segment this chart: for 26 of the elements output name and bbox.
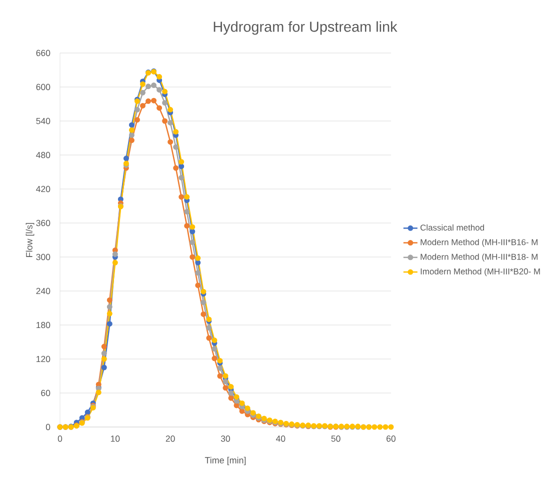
legend-label: Imodern Method (MH-III*B20- M bbox=[420, 268, 540, 276]
chart-title: Hydrogram for Upstream link bbox=[214, 21, 398, 35]
x-tick-label: 20 bbox=[166, 436, 175, 442]
y-tick-label: 120 bbox=[36, 356, 50, 362]
y-tick-label: 180 bbox=[36, 322, 50, 328]
y-tick-label: 660 bbox=[36, 50, 50, 56]
x-tick-label: 10 bbox=[110, 436, 120, 442]
x-tick-label: 60 bbox=[386, 436, 396, 442]
x-axis-title: Time [min] bbox=[204, 456, 246, 466]
x-tick-label: 50 bbox=[331, 436, 340, 442]
legend-label: Modern Method (MH-III*B18- M bbox=[420, 254, 538, 262]
y-tick-label: 420 bbox=[36, 186, 50, 192]
y-tick-label: 540 bbox=[36, 118, 50, 124]
y-tick-label: 480 bbox=[36, 152, 50, 158]
legend-label: Modern Method (MH-III*B16- M bbox=[420, 238, 538, 247]
x-tick-label: 0 bbox=[58, 436, 62, 442]
y-tick-label: 300 bbox=[36, 254, 50, 260]
y-tick-label: 360 bbox=[36, 220, 50, 226]
y-tick-label: 240 bbox=[36, 288, 50, 294]
y-tick-label: 600 bbox=[36, 84, 50, 90]
x-tick-label: 30 bbox=[220, 436, 230, 442]
y-tick-label: 0 bbox=[46, 424, 50, 430]
x-tick-label: 40 bbox=[276, 436, 286, 442]
y-tick-label: 60 bbox=[41, 390, 50, 396]
y-axis-title: Flow [l/s] bbox=[26, 222, 34, 257]
legend-label: Classical method bbox=[420, 224, 484, 231]
